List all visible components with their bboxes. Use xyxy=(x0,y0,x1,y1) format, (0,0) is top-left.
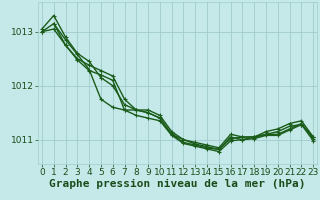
X-axis label: Graphe pression niveau de la mer (hPa): Graphe pression niveau de la mer (hPa) xyxy=(49,179,306,189)
